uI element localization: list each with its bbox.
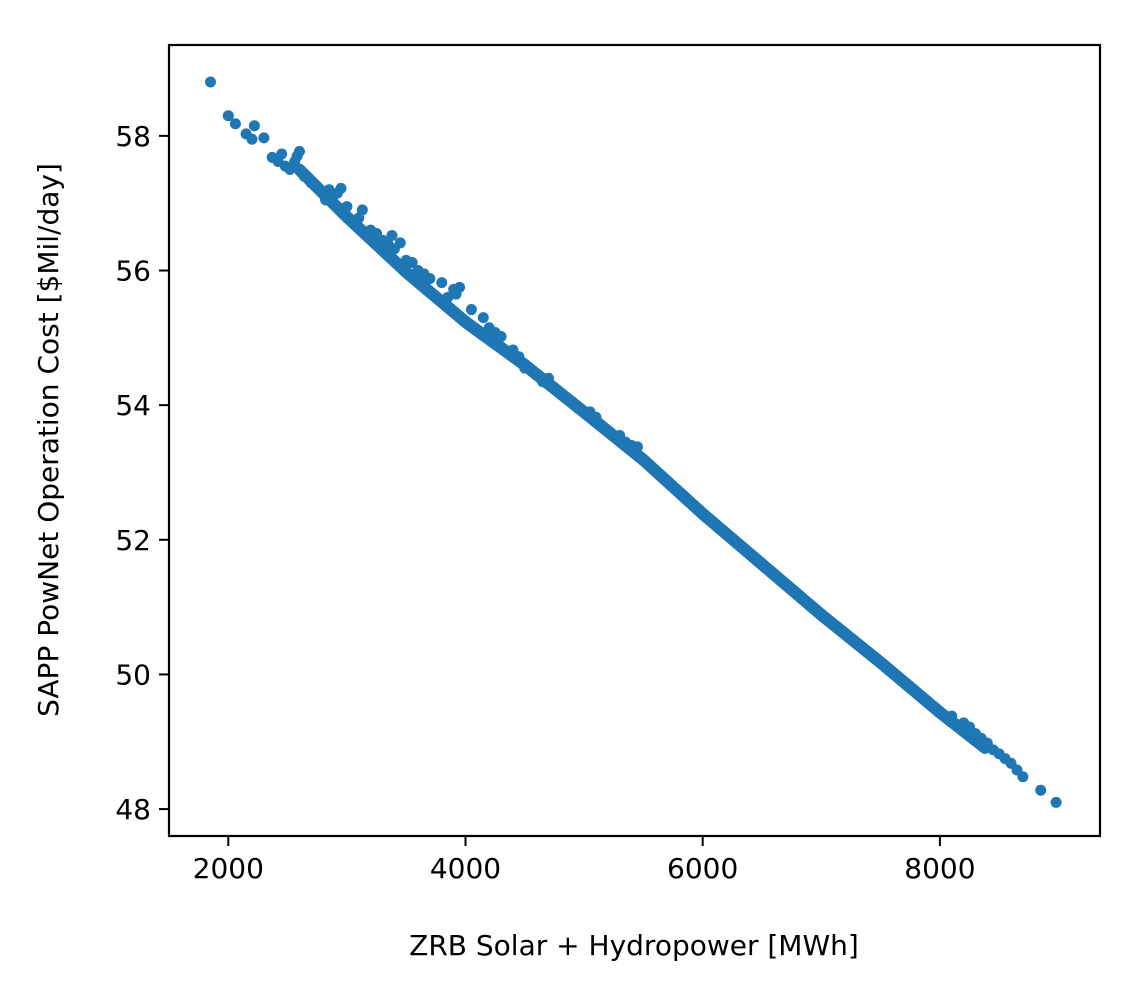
data-point (519, 362, 531, 374)
data-point (1017, 771, 1029, 783)
data-point (276, 148, 288, 160)
y-tick-label: 50 (115, 658, 151, 691)
data-point (477, 312, 489, 324)
data-point (554, 387, 566, 399)
plot-frame (167, 43, 1102, 838)
y-tick-label: 56 (115, 255, 151, 288)
x-tick-label: 4000 (430, 852, 501, 885)
x-axis-label: ZRB Solar + Hydropower [MWh] (409, 929, 859, 962)
data-point (305, 177, 317, 189)
data-point (229, 118, 241, 130)
data-point (1035, 784, 1047, 796)
data-points (205, 76, 1062, 808)
data-point (637, 454, 649, 466)
data-point (248, 120, 260, 132)
data-point (258, 132, 270, 144)
data-point (293, 145, 305, 157)
data-point (341, 201, 353, 213)
data-point (205, 76, 217, 88)
data-point (454, 281, 466, 293)
data-point (495, 330, 507, 342)
y-axis-label: SAPP PowNet Operation Cost [$Mil/day] (32, 163, 65, 717)
data-point (513, 351, 525, 363)
data-point (631, 441, 643, 453)
data-point (394, 237, 406, 249)
data-point (222, 110, 234, 122)
data-point (465, 304, 477, 316)
data-point (386, 230, 398, 242)
data-point (590, 411, 602, 423)
data-point (436, 277, 448, 289)
data-point (543, 372, 555, 384)
data-point (442, 291, 454, 303)
data-point (406, 256, 418, 268)
x-axis: 2000 4000 6000 8000 (193, 836, 976, 885)
y-tick-label: 52 (115, 524, 151, 557)
x-tick-label: 6000 (667, 852, 738, 885)
y-tick-label: 54 (115, 389, 151, 422)
y-tick-label: 58 (115, 120, 151, 153)
data-point (946, 710, 958, 722)
data-point (298, 170, 310, 182)
y-tick-label: 48 (115, 793, 151, 826)
data-point (602, 425, 614, 437)
data-point (284, 164, 296, 176)
x-tick-label: 2000 (193, 852, 264, 885)
data-point (315, 185, 327, 197)
x-tick-label: 8000 (904, 852, 975, 885)
data-point (246, 133, 258, 145)
y-axis: 48 50 52 54 56 58 (115, 120, 169, 826)
data-point (1050, 796, 1062, 808)
data-point (335, 182, 347, 194)
data-point (424, 273, 436, 285)
data-point (356, 204, 368, 216)
data-point (572, 403, 584, 415)
